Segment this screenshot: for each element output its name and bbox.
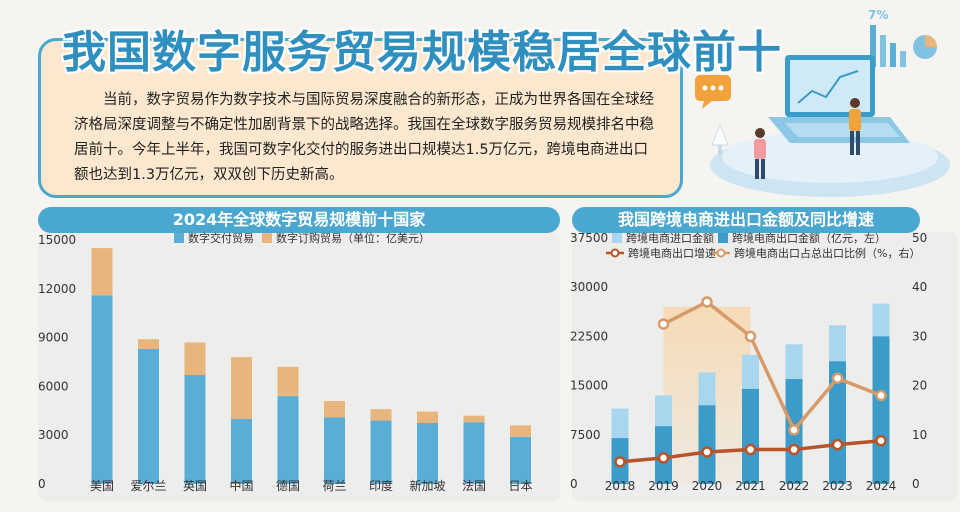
export-growth-point: [788, 443, 800, 456]
person-icon: [849, 98, 861, 155]
y-left-tick-label: 0: [570, 477, 578, 491]
x-tick-label: 2023: [822, 479, 853, 493]
bar-export: [829, 361, 846, 484]
y-right-tick-label: 20: [912, 379, 927, 393]
y-left-tick-label: 7500: [570, 428, 601, 442]
bar-digital-delivery: [370, 420, 392, 484]
export-growth-point: [875, 434, 887, 447]
bar-digital-ordered: [417, 411, 438, 423]
y-tick-label: 12000: [38, 282, 76, 296]
x-tick-label: 2019: [648, 479, 679, 493]
y-tick-label: 6000: [38, 379, 69, 393]
x-tick-label: 2018: [605, 479, 636, 493]
bar-digital-ordered: [138, 339, 159, 349]
bar-digital-ordered: [463, 415, 485, 423]
bar-digital-ordered: [277, 366, 299, 397]
chat-bubble-icon: [695, 75, 731, 109]
export-growth-point: [701, 446, 713, 458]
legend-label-digital-ordered: 数字订购贸易（单位：亿美元）: [276, 231, 430, 245]
bar-digital-delivery: [91, 295, 113, 484]
y-right-tick-label: 50: [912, 231, 927, 245]
y-tick-label: 15000: [38, 233, 76, 247]
y-tick-label: 0: [38, 477, 46, 491]
bar-digital-ordered: [91, 248, 113, 296]
x-tick-label: 2024: [866, 479, 897, 493]
laptop-illustration: 7%: [695, 8, 950, 197]
legend-label-import: 跨境电商进口金额: [626, 231, 714, 245]
y-left-tick-label: 22500: [570, 329, 608, 343]
x-tick-label: 新加坡: [409, 478, 445, 493]
x-tick-label: 美国: [90, 479, 114, 493]
export-share-point: [701, 296, 713, 308]
legend-swatch-export: [718, 233, 728, 243]
pie-chart-icon: [913, 35, 937, 59]
bar-chart-icon: [870, 25, 906, 67]
legend-marker-growth: [610, 248, 620, 258]
export-growth-point: [657, 452, 670, 464]
bar-digital-delivery: [184, 375, 206, 484]
bar-digital-delivery: [277, 396, 299, 484]
x-tick-label: 荷兰: [322, 479, 346, 493]
x-tick-label: 德国: [276, 478, 300, 493]
right-chart-title: 我国跨境电商进出口金额及同比增速: [572, 207, 920, 233]
legend-label-digital-delivery: 数字交付贸易: [188, 231, 254, 245]
y-right-tick-label: 0: [912, 477, 920, 491]
export-share-point: [744, 330, 757, 343]
x-tick-label: 2020: [692, 479, 723, 493]
legend-swatch-import: [612, 233, 622, 243]
y-left-tick-label: 15000: [570, 379, 608, 393]
export-share-point: [831, 372, 844, 384]
svg-text:7%: 7%: [868, 8, 888, 22]
x-tick-label: 爱尔兰: [130, 478, 166, 493]
y-right-tick-label: 30: [912, 329, 927, 343]
bar-digital-ordered: [184, 342, 206, 376]
bar-export: [742, 388, 759, 484]
bar-digital-delivery: [231, 418, 252, 484]
y-tick-label: 9000: [38, 331, 69, 345]
intro-paragraph: 当前，数字贸易作为数字技术与国际贸易深度融合的新形态，正成为世界各国在全球经济格…: [74, 92, 654, 183]
y-right-tick-label: 40: [912, 280, 927, 294]
export-share-point: [875, 389, 887, 402]
x-tick-label: 印度: [369, 478, 393, 493]
page-title: 我国数字服务贸易规模稳居全球前十: [62, 27, 782, 78]
export-share-point: [788, 424, 800, 436]
bar-digital-delivery: [463, 422, 485, 484]
bar-digital-ordered: [231, 357, 252, 419]
bar-digital-delivery: [417, 423, 438, 484]
x-tick-label: 2021: [735, 479, 766, 493]
export-share-point: [657, 318, 670, 330]
y-right-tick-label: 10: [912, 428, 927, 442]
bar-export: [872, 336, 890, 484]
bar-digital-ordered: [510, 425, 531, 437]
person-icon: [754, 128, 766, 179]
legend-swatch-digital-delivery: [174, 233, 184, 243]
export-growth-point: [614, 456, 626, 468]
legend-swatch-digital-ordered: [262, 233, 272, 243]
export-growth-point: [831, 438, 844, 451]
y-tick-label: 3000: [38, 428, 69, 442]
y-left-tick-label: 37500: [570, 231, 608, 245]
export-growth-point: [744, 443, 757, 456]
legend-marker-share: [716, 248, 726, 258]
bar-export: [698, 405, 716, 484]
legend-label-export: 跨境电商出口金额（亿元，左）: [732, 231, 886, 245]
x-tick-label: 2022: [779, 479, 810, 493]
bar-digital-delivery: [510, 436, 531, 484]
x-tick-label: 法国: [462, 479, 486, 493]
left-chart-title: 2024年全球数字贸易规模前十国家: [38, 207, 560, 233]
legend-label-growth: 跨境电商出口增速: [628, 246, 716, 260]
x-tick-label: 英国: [183, 479, 207, 493]
x-tick-label: 日本: [508, 479, 532, 493]
y-left-tick-label: 30000: [570, 280, 608, 294]
x-tick-label: 中国: [229, 478, 253, 493]
bar-digital-delivery: [138, 348, 159, 484]
legend-label-share: 跨境电商出口占总出口比例（%，右）: [734, 246, 920, 260]
intro-panel: [38, 38, 683, 198]
bar-digital-ordered: [370, 409, 392, 421]
export-share-line: [662, 299, 882, 434]
bar-digital-delivery: [324, 417, 345, 484]
bar-digital-ordered: [324, 401, 345, 418]
